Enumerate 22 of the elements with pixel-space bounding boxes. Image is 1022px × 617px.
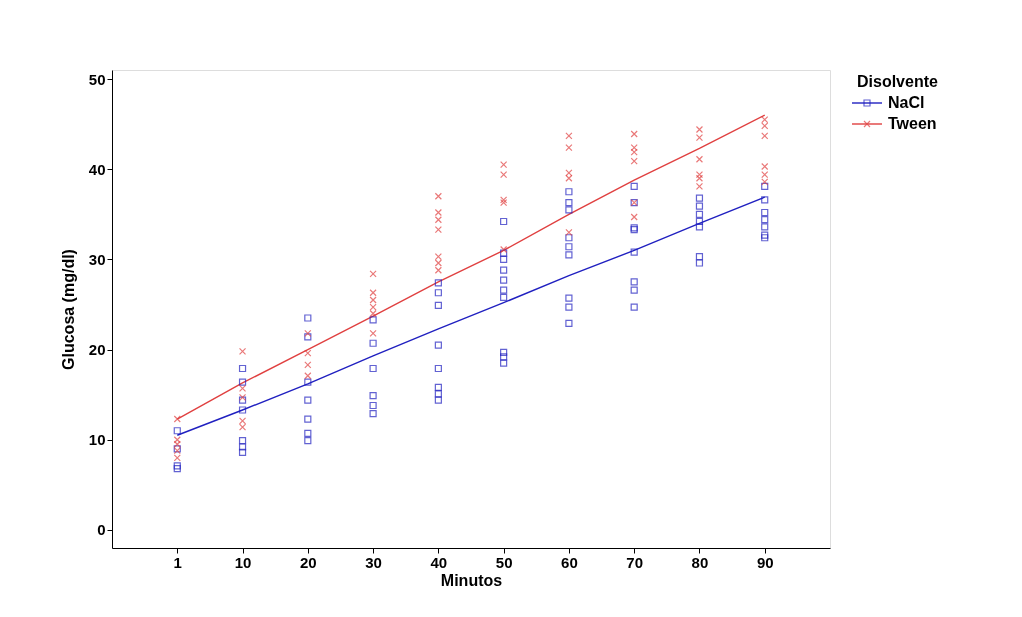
x-tick-label: 80 xyxy=(691,553,709,571)
x-tick-label: 20 xyxy=(299,553,317,571)
x-tick-label: 70 xyxy=(626,553,644,571)
x-tick-label: 10 xyxy=(234,553,252,571)
legend-label: NaCl xyxy=(888,94,925,111)
y-axis-title: Glucosa (mg/dl) xyxy=(59,249,77,370)
x-tick-label: 30 xyxy=(365,553,382,571)
legend-title: Disolvente xyxy=(857,73,939,90)
x-tick-label: 60 xyxy=(561,553,578,571)
x-tick-label: 50 xyxy=(495,553,513,571)
legend-label: Tween xyxy=(888,115,937,132)
x-axis-title: Minutos xyxy=(440,571,503,589)
y-tick-label: 40 xyxy=(88,160,106,178)
line-series xyxy=(176,114,766,420)
x-tick-label: 40 xyxy=(430,553,448,571)
x-tick-label: 1 xyxy=(173,553,182,571)
y-tick-label: 30 xyxy=(88,250,106,268)
y-tick-label: 20 xyxy=(88,341,106,359)
y-tick-label: 50 xyxy=(88,70,106,88)
y-tick-label: 0 xyxy=(97,521,106,539)
y-tick-label: 10 xyxy=(88,431,106,449)
x-tick-label: 90 xyxy=(756,553,774,571)
